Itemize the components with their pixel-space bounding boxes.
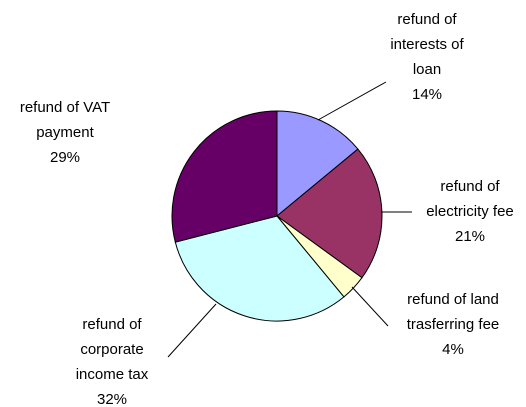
value-label: 32% <box>97 391 127 407</box>
label-line: electricity fee <box>426 203 514 220</box>
slice-label: refund of land trasferring fee <box>407 291 500 333</box>
pie-slice <box>276 148 383 279</box>
pie-slice <box>174 215 345 322</box>
label-line: loan <box>413 61 441 78</box>
leader-line <box>167 303 217 358</box>
label-line: refund of <box>440 178 500 195</box>
label-line: refund of land <box>407 291 499 308</box>
label-line: trasferring fee <box>407 316 500 333</box>
pie-slice <box>171 110 278 243</box>
leader-line <box>317 81 387 121</box>
slice-label: refund of VAT payment <box>20 99 110 141</box>
pie-slice <box>276 110 359 218</box>
label-line: refund of <box>397 11 457 28</box>
label-line: refund of <box>82 316 142 333</box>
label-line: income tax <box>76 366 149 383</box>
leader-line <box>351 286 389 327</box>
label-line: payment <box>36 124 94 141</box>
label-line: refund of VAT <box>20 99 110 116</box>
slice-label: refund of electricity fee <box>426 178 514 220</box>
value-label: 29% <box>50 149 80 166</box>
label-line: interests of <box>390 36 464 53</box>
slice-label: refund of corporate income tax <box>76 316 149 383</box>
value-label: 14% <box>412 86 442 103</box>
label-line: corporate <box>80 341 143 358</box>
slice-label: refund of interests of loan <box>390 11 464 78</box>
value-label: 21% <box>455 228 485 245</box>
value-label: 4% <box>442 341 464 358</box>
